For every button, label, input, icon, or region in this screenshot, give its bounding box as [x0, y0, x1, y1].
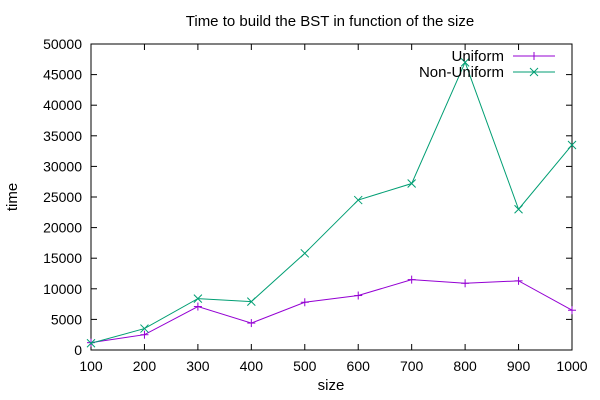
y-tick-label: 35000 — [43, 128, 82, 144]
data-point-non-uniform — [407, 179, 417, 188]
data-point-non-uniform — [567, 140, 577, 150]
marker-non-uniform-d2 — [407, 179, 417, 188]
legend-marker-non-uniform-d2 — [529, 67, 539, 77]
marker-non-uniform-d2 — [300, 248, 310, 258]
y-tick-label: 15000 — [43, 250, 82, 266]
data-point-uniform — [140, 330, 149, 339]
marker-non-uniform-d2 — [460, 58, 470, 67]
legend-entry-non-uniform: Non-Uniform — [419, 64, 555, 81]
x-tick-label: 200 — [133, 358, 157, 374]
y-tick-label: 50000 — [43, 36, 82, 52]
data-point-non-uniform — [140, 324, 149, 333]
plot-frame — [90, 43, 573, 351]
series-uniform — [87, 275, 576, 347]
data-point-uniform — [568, 306, 576, 315]
x-tick-label: 700 — [400, 358, 424, 374]
data-point-uniform — [193, 302, 202, 311]
x-axis-title: size — [318, 377, 345, 394]
marker-non-uniform-d2 — [193, 294, 203, 303]
data-point-uniform — [461, 279, 470, 288]
series-line-uniform — [90, 279, 573, 344]
chart-title: Time to build the BST in function of the… — [186, 13, 475, 30]
data-point-uniform — [514, 276, 523, 285]
y-tick-label: 20000 — [43, 220, 82, 236]
marker-non-uniform-d2 — [140, 324, 149, 333]
series-non-uniform — [86, 58, 577, 348]
data-point-non-uniform — [246, 297, 256, 307]
series-layer — [86, 58, 577, 348]
x-tick-label: 400 — [240, 358, 264, 374]
data-point-non-uniform — [86, 338, 96, 348]
y-tick-label: 25000 — [43, 189, 82, 205]
legend-label-uniform: Uniform — [451, 48, 504, 65]
x-tick-label: 900 — [507, 358, 531, 374]
data-point-uniform — [407, 275, 416, 284]
data-point-non-uniform — [353, 195, 363, 205]
data-point-uniform — [354, 291, 363, 300]
y-tick-label: 45000 — [43, 67, 82, 83]
data-point-non-uniform — [300, 248, 310, 258]
data-point-non-uniform — [193, 294, 203, 303]
marker-non-uniform-d2 — [514, 204, 523, 214]
legend-label-non-uniform: Non-Uniform — [419, 64, 504, 81]
data-point-uniform — [300, 298, 309, 307]
marker-non-uniform-d2 — [246, 297, 256, 307]
axes: 0 5000 10000 15000 20000 25000 30000 35000 40000… — [43, 36, 588, 374]
y-axis-title: time — [4, 183, 21, 211]
y-tick-label: 30000 — [43, 158, 82, 174]
y-tick-label: 40000 — [43, 97, 82, 113]
x-tick-label: 300 — [186, 358, 210, 374]
y-tick-label: 5000 — [51, 311, 82, 327]
legend-entry-uniform: Uniform — [451, 48, 555, 65]
y-tick-label: 0 — [74, 342, 82, 358]
data-point-uniform — [247, 319, 256, 328]
x-tick-label: 1000 — [556, 358, 587, 374]
x-tick-label: 100 — [79, 358, 103, 374]
series-line-non-uniform — [90, 61, 573, 344]
data-point-non-uniform — [460, 58, 470, 67]
x-tick-label: 800 — [453, 358, 477, 374]
y-tick-label: 10000 — [43, 281, 82, 297]
x-tick-label: 500 — [293, 358, 317, 374]
marker-non-uniform-d2 — [567, 140, 577, 150]
marker-non-uniform-d2 — [86, 338, 96, 348]
data-point-non-uniform — [514, 204, 523, 214]
x-tick-label: 600 — [347, 358, 371, 374]
marker-non-uniform-d2 — [353, 195, 363, 205]
